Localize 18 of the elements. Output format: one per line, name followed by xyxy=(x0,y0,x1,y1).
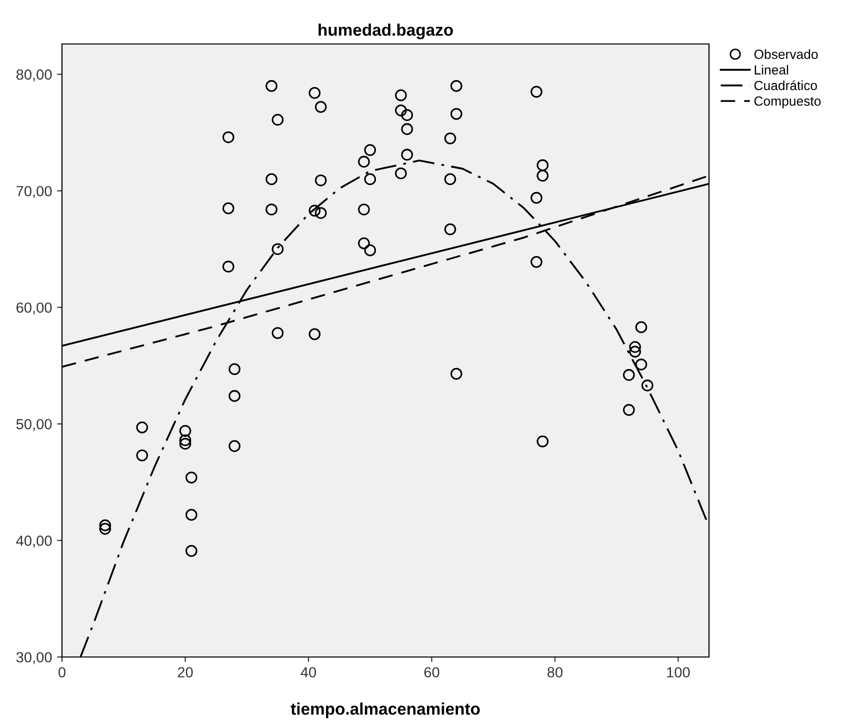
y-tick-label: 80,00 xyxy=(16,69,52,82)
legend-label: Compuesto xyxy=(754,96,821,108)
x-tick-label: 100 xyxy=(667,667,690,678)
legend-label: Lineal xyxy=(754,64,788,75)
x-axis-title: tiempo.almacenamiento xyxy=(290,702,480,718)
x-tick-label: 80 xyxy=(547,667,562,678)
y-tick-label: 70,00 xyxy=(16,186,52,198)
y-tick-label: 60,00 xyxy=(16,302,52,315)
legend-label: Cuadrático xyxy=(754,80,817,90)
y-tick-label: 40,00 xyxy=(16,536,52,548)
y-tick-label: 50,00 xyxy=(16,419,52,432)
y-tick-label: 30,00 xyxy=(16,652,52,664)
x-tick-label: 40 xyxy=(300,667,316,678)
x-tick-label: 0 xyxy=(58,667,66,678)
x-tick-label: 20 xyxy=(178,667,193,678)
x-tick-label: 60 xyxy=(424,667,440,678)
legend-label: Observado xyxy=(754,49,818,59)
chart-title: humedad.bagazo xyxy=(318,24,453,40)
